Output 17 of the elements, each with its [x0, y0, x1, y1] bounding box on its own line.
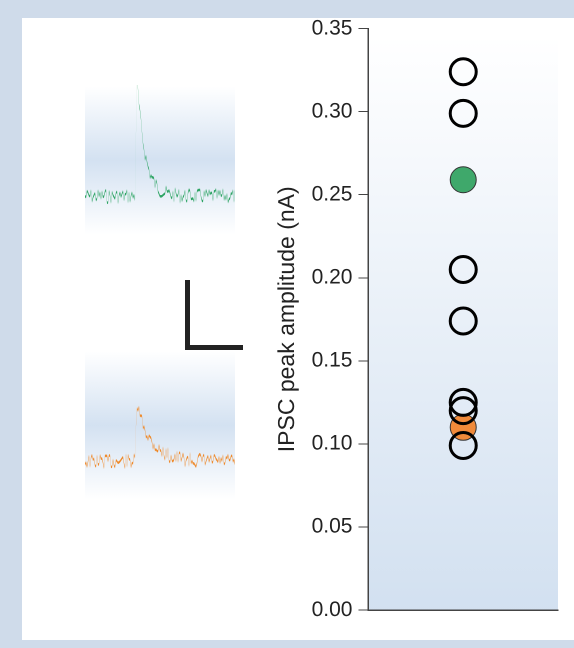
point — [448, 306, 478, 336]
point — [448, 254, 478, 284]
y-tick-label: 0.20 — [312, 266, 352, 289]
point — [450, 166, 477, 194]
point — [448, 388, 478, 417]
point — [448, 98, 478, 128]
point — [448, 57, 478, 86]
point — [448, 431, 478, 460]
point — [448, 396, 478, 426]
y-tick-label: 0.05 — [312, 514, 352, 538]
y-tick-label: 0.10 — [312, 432, 352, 455]
y-tick-label: 0.30 — [312, 99, 352, 122]
y-tick-label: 0.15 — [312, 348, 352, 372]
y-tick-label: 0.00 — [312, 598, 352, 621]
y-axis-title: IPSC peak amplitude (nA) — [273, 186, 300, 452]
y-tick-label: 0.35 — [312, 16, 352, 40]
y-tick-label: 0.25 — [312, 182, 352, 206]
